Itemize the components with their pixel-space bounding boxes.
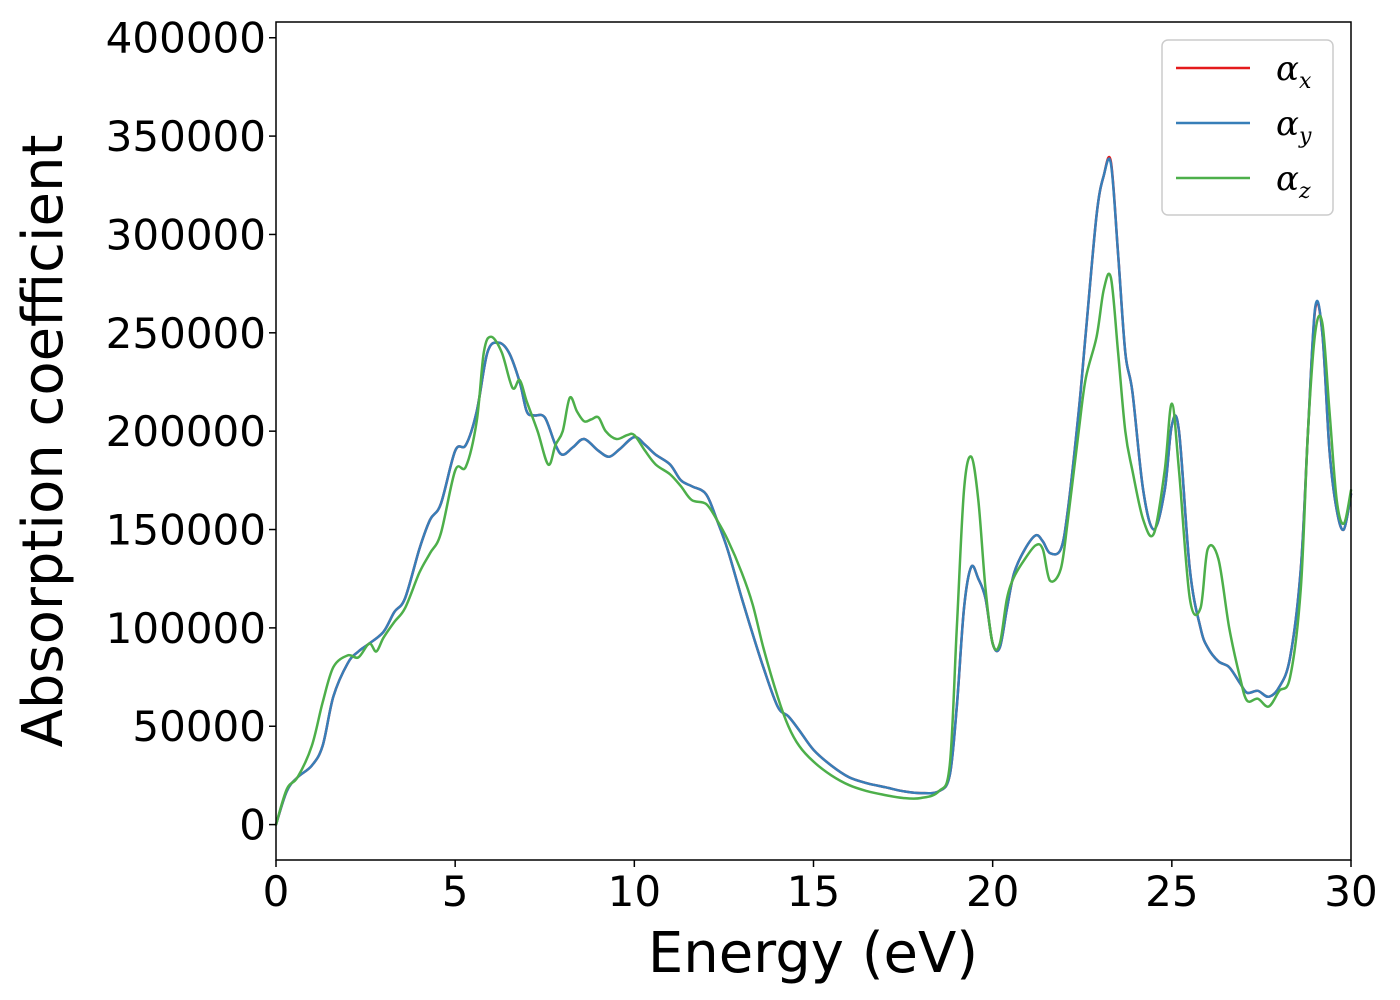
y-tick-label: 250000: [106, 309, 266, 358]
y-axis-title: Absorption coefficient: [11, 135, 76, 748]
y-axis: 0 50000 100000 150000 200000 250000 300000 3500…: [106, 14, 276, 850]
y-tick-label: 300000: [106, 210, 266, 259]
series-line-y: [274, 157, 1353, 826]
legend-label-y: αy: [1276, 104, 1312, 149]
x-axis-title: Energy (eV): [648, 921, 978, 986]
x-tick-label: 0: [263, 867, 290, 916]
legend-box: [1161, 39, 1334, 216]
y-tick-label: 0: [239, 801, 266, 850]
x-tick-label: 15: [787, 867, 840, 916]
y-tick-label: 50000: [132, 702, 266, 751]
y-tick-label: 200000: [106, 407, 266, 456]
series-line-z: [274, 272, 1353, 826]
x-tick-label: 25: [1145, 867, 1198, 916]
y-tick-label: 150000: [106, 506, 266, 555]
y-tick-label: 350000: [106, 112, 266, 161]
y-tick-label: 400000: [106, 14, 266, 63]
x-tick-label: 20: [966, 867, 1019, 916]
y-tick-label: 100000: [106, 604, 266, 653]
x-tick-label: 5: [442, 867, 469, 916]
x-tick-label: 30: [1324, 867, 1377, 916]
x-tick-label: 10: [608, 867, 661, 916]
x-axis: 0 5 10 15 20 25 30: [263, 860, 1378, 916]
series-layer: [274, 155, 1353, 826]
